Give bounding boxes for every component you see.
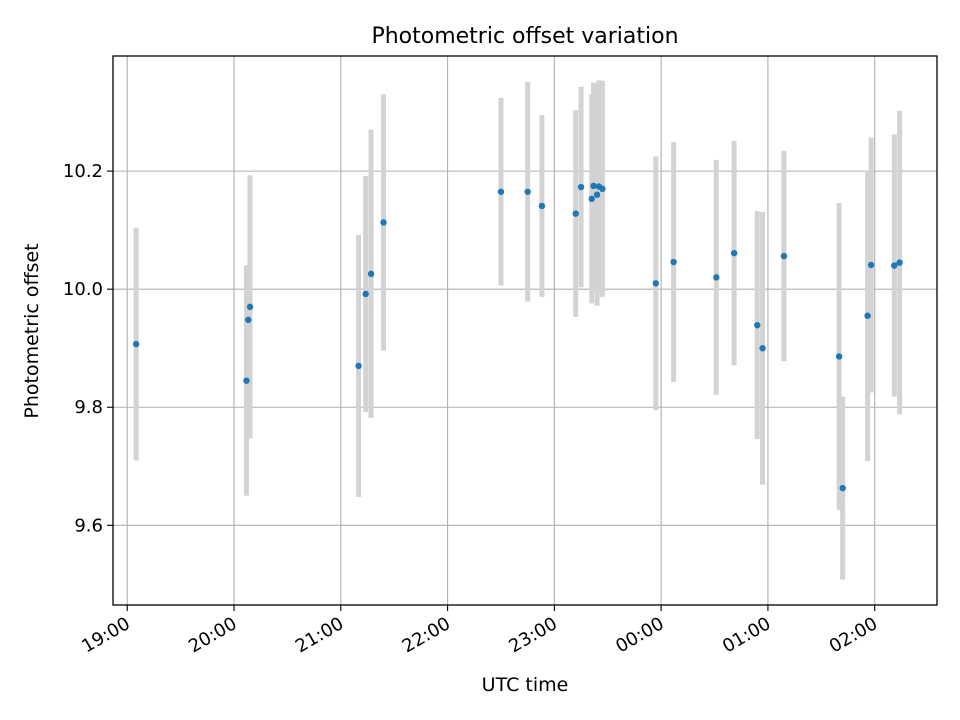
data-point <box>497 188 505 195</box>
y-tick-label: 9.8 <box>74 397 103 418</box>
chart-title: Photometric offset variation <box>371 24 678 49</box>
data-point <box>538 202 546 210</box>
y-axis-ticks: 9.6 9.8 10.0 10.2 <box>63 161 113 536</box>
data-point <box>864 312 871 319</box>
data-point <box>599 185 606 193</box>
data-point <box>380 219 387 226</box>
data-point <box>839 484 846 492</box>
plot-frame <box>112 55 938 606</box>
data-point <box>577 183 585 191</box>
data-point <box>759 345 766 352</box>
data-point <box>355 362 362 370</box>
data-point <box>896 259 903 266</box>
data-point <box>243 377 250 384</box>
data-point <box>245 316 252 324</box>
y-axis-label: Photometric offset <box>21 243 43 418</box>
y-tick-label: 10.0 <box>63 279 103 300</box>
data-point <box>367 270 375 278</box>
data-point <box>867 261 875 269</box>
data-point <box>713 274 720 281</box>
data-point <box>730 249 738 257</box>
data-point <box>754 321 761 329</box>
y-tick-label: 9.6 <box>74 515 103 536</box>
data-point <box>891 262 898 269</box>
y-tick-label: 10.2 <box>63 161 103 182</box>
data-point <box>246 303 254 311</box>
data-point <box>590 182 597 190</box>
data-point <box>362 290 369 298</box>
data-point <box>572 210 579 217</box>
data-point <box>780 252 788 260</box>
data-point <box>588 195 595 203</box>
data-point <box>132 340 140 348</box>
data-point <box>835 353 843 360</box>
x-axis-label: UTC time <box>482 674 569 696</box>
data-point <box>670 258 677 266</box>
data-point <box>652 280 660 287</box>
data-points <box>132 182 903 492</box>
data-point <box>593 191 601 198</box>
data-point <box>524 188 531 195</box>
